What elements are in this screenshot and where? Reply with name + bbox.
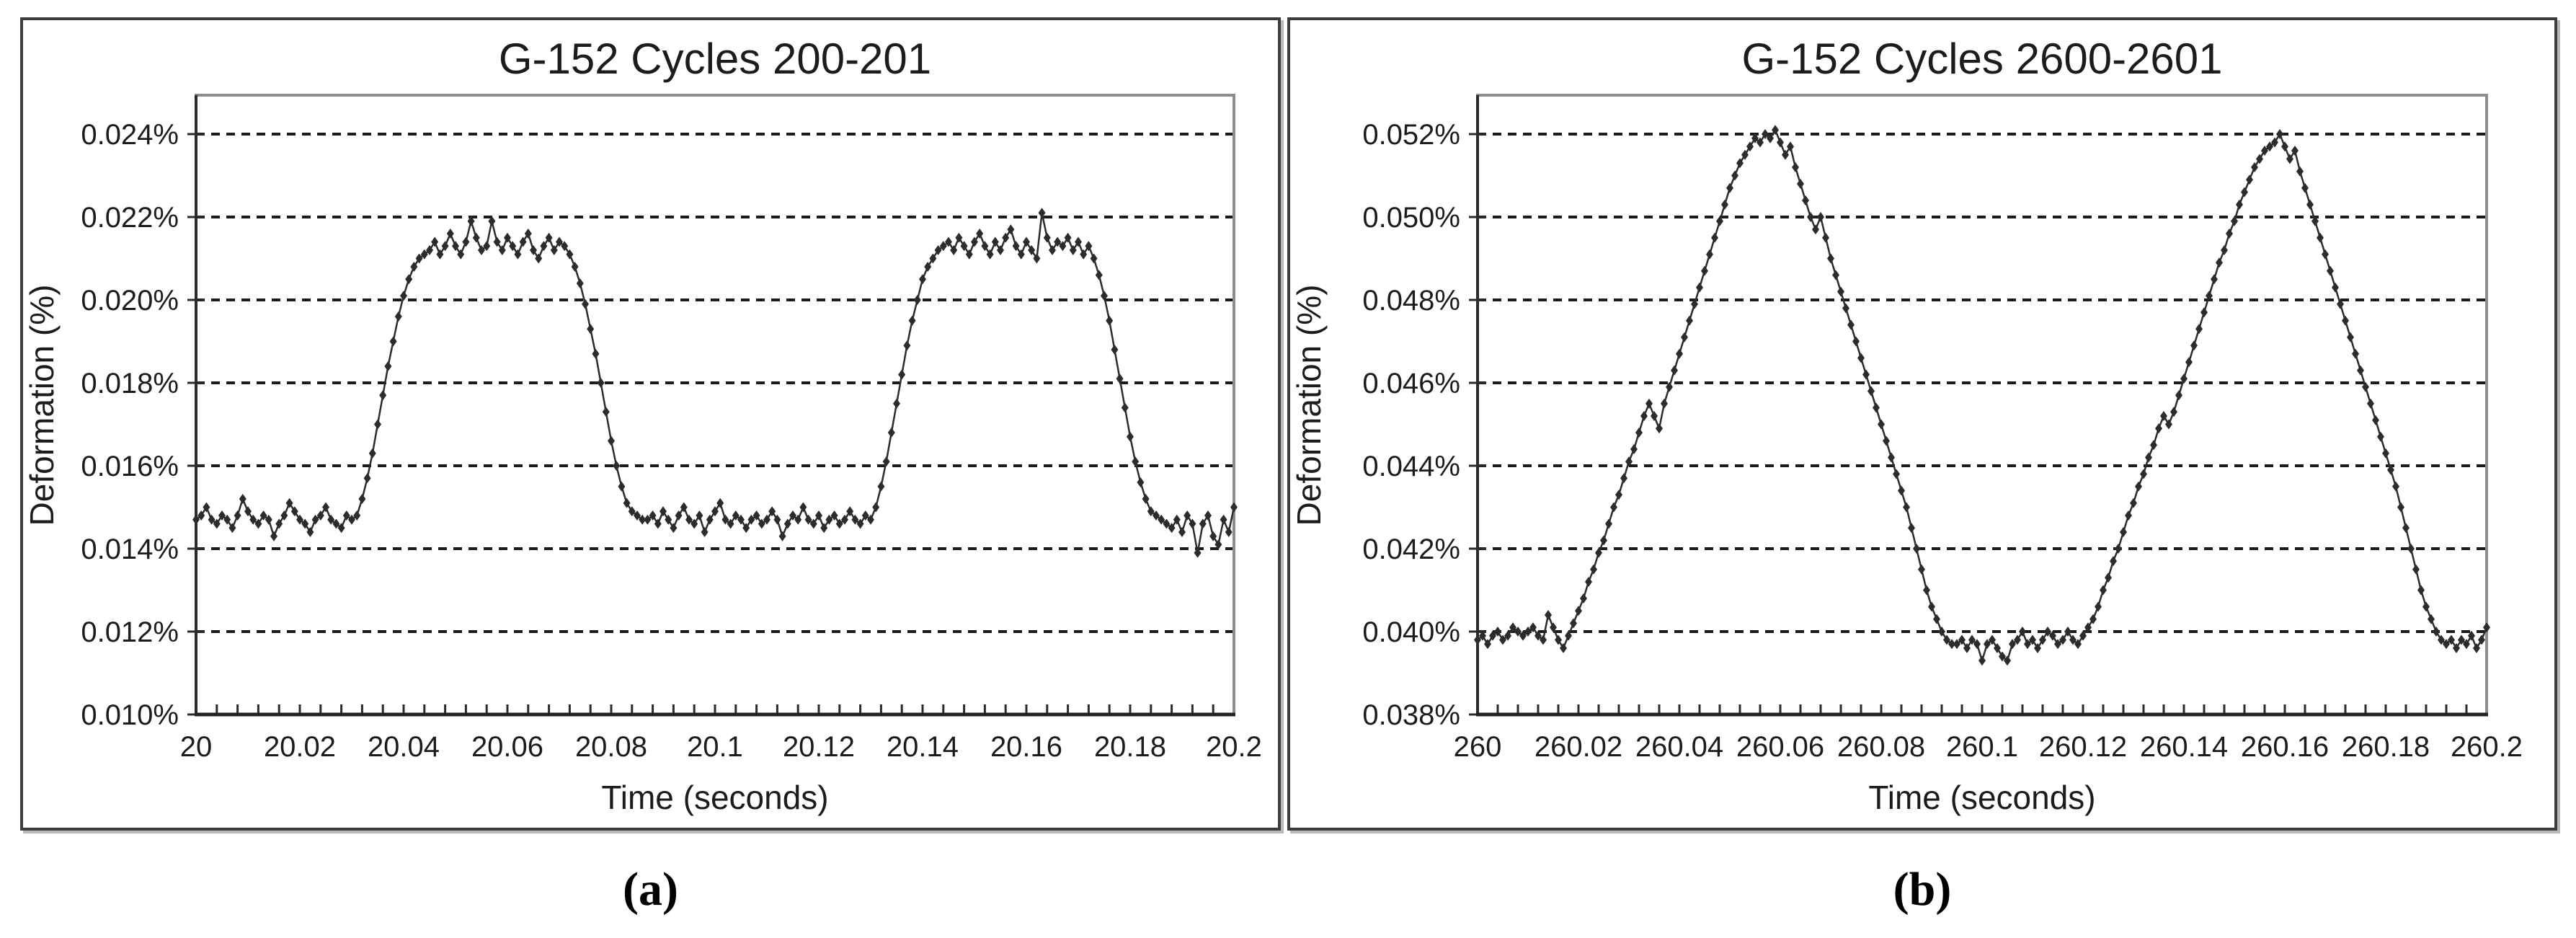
- y-tick-label: 0.014%: [81, 534, 179, 565]
- x-tick-label: 20.1: [687, 731, 743, 763]
- x-tick-label: 260.12: [2039, 731, 2127, 763]
- x-tick-label: 20.14: [887, 731, 959, 763]
- y-tick-label: 0.010%: [81, 699, 179, 731]
- chart-b-labels: G-152 Cycles 2600-2601 Deformation (%) T…: [1290, 35, 2223, 816]
- chart-panel-b: 0.038% 0.040% 0.042% 0.044% 0.046% 0.048% 0.05…: [1287, 17, 2557, 831]
- chart-b-x-axis-label: Time (seconds): [1868, 779, 2095, 816]
- x-tick-label: 260.1: [1946, 731, 2018, 763]
- y-tick-label: 0.044%: [1362, 451, 1460, 482]
- chart-a-x-axis-label: Time (seconds): [601, 779, 828, 816]
- y-tick-label: 0.050%: [1362, 202, 1460, 234]
- x-tick-label: 260.18: [2342, 731, 2430, 763]
- chart-panel-a: 0.010% 0.012% 0.014% 0.016% 0.018% 0.020% 0.02…: [20, 17, 1281, 831]
- x-tick-label: 20: [180, 731, 213, 763]
- x-tick-label: 260.02: [1535, 731, 1622, 763]
- chart-a-y-axis-label: Deformation (%): [23, 285, 61, 526]
- x-tick-label: 20.02: [264, 731, 336, 763]
- x-tick-label: 20.18: [1094, 731, 1166, 763]
- chart-b-title: G-152 Cycles 2600-2601: [1741, 35, 2222, 83]
- y-tick-label: 0.048%: [1362, 285, 1460, 317]
- x-tick-label: 260: [1454, 731, 1502, 763]
- y-tick-label: 0.018%: [81, 368, 179, 399]
- y-tick-label: 0.020%: [81, 285, 179, 317]
- y-tick-label: 0.046%: [1362, 368, 1460, 399]
- chart-b-series: [1474, 125, 2490, 666]
- y-tick-label: 0.012%: [81, 616, 179, 648]
- chart-b-axes: 0.038% 0.040% 0.042% 0.044% 0.046% 0.048% 0.05…: [1362, 94, 2523, 763]
- x-tick-label: 20.12: [783, 731, 855, 763]
- series-diamond-markers: [1474, 125, 2490, 666]
- chart-a-labels: G-152 Cycles 200-201 Deformation (%) Tim…: [23, 35, 931, 816]
- y-tick-label: 0.052%: [1362, 119, 1460, 151]
- chart-b-y-axis-label: Deformation (%): [1290, 285, 1328, 526]
- chart-a-title: G-152 Cycles 200-201: [499, 35, 931, 83]
- x-tick-label: 20.04: [368, 731, 440, 763]
- y-tick-label: 0.040%: [1362, 616, 1460, 648]
- chart-a-gridlines: [196, 133, 1234, 633]
- x-tick-label: 260.16: [2241, 731, 2329, 763]
- y-tick-label: 0.024%: [81, 119, 179, 151]
- chart-a-series: [192, 208, 1238, 558]
- x-tick-label: 20.16: [990, 731, 1062, 763]
- y-tick-label: 0.038%: [1362, 699, 1460, 731]
- caption-a: (a): [623, 863, 678, 916]
- x-tick-label: 20.08: [575, 731, 647, 763]
- y-tick-label: 0.022%: [81, 202, 179, 234]
- x-tick-label: 20.06: [471, 731, 543, 763]
- x-tick-label: 20.2: [1206, 731, 1262, 763]
- x-tick-label: 260.06: [1736, 731, 1824, 763]
- chart-a-axes: 0.010% 0.012% 0.014% 0.016% 0.018% 0.020% 0.02…: [81, 94, 1262, 763]
- x-tick-label: 260.14: [2140, 731, 2228, 763]
- chart-a-canvas: 0.010% 0.012% 0.014% 0.016% 0.018% 0.020% 0.02…: [23, 35, 1262, 816]
- chart-b-canvas: 0.038% 0.040% 0.042% 0.044% 0.046% 0.048% 0.05…: [1290, 35, 2523, 816]
- y-tick-label: 0.042%: [1362, 534, 1460, 565]
- caption-b: (b): [1893, 863, 1952, 916]
- y-tick-label: 0.016%: [81, 451, 179, 482]
- x-tick-label: 260.08: [1837, 731, 1925, 763]
- series-line: [1477, 128, 2488, 664]
- x-tick-label: 260.04: [1635, 731, 1723, 763]
- x-tick-label: 260.2: [2451, 731, 2523, 763]
- chart-b-gridlines: [1478, 133, 2487, 633]
